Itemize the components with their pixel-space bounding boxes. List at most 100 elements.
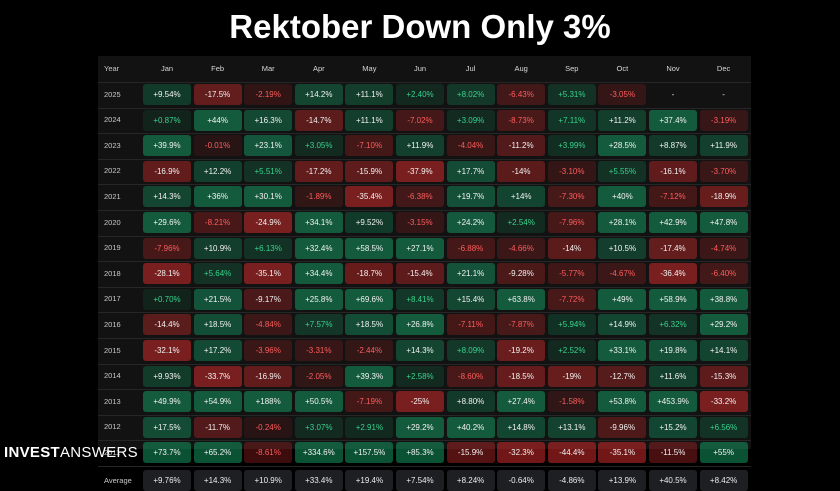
column-header-aug: Aug xyxy=(514,64,528,73)
cell-2025-mar: -2.19% xyxy=(244,84,293,105)
cell-2019-oct: +10.5% xyxy=(598,237,647,259)
cell-2023-jun: +11.9% xyxy=(396,135,444,157)
cell-2018-nov: -36.4% xyxy=(649,263,697,285)
cell-2021-jan: +14.3% xyxy=(143,186,191,208)
cell-2012-nov: +15.2% xyxy=(649,416,697,438)
cell-2024-jun: -7.02% xyxy=(396,109,444,131)
cell-2025-sep: +5.31% xyxy=(547,84,596,105)
cell-2011-mar: -8.61% xyxy=(244,442,293,464)
cell-2015-apr: -3.31% xyxy=(294,340,343,361)
cell-2016-jan: -14.4% xyxy=(143,314,191,336)
average-cell-mar: +10.9% xyxy=(244,470,293,491)
cell-2013-dec: -33.2% xyxy=(699,391,748,413)
cell-2015-dec: +14.1% xyxy=(699,340,748,361)
cell-2023-oct: +28.5% xyxy=(598,135,647,157)
cell-2015-jan: -32.1% xyxy=(143,340,191,361)
cell-2017-nov: +58.9% xyxy=(649,288,697,310)
average-cell-feb: +14.3% xyxy=(193,470,242,491)
cell-2018-may: -18.7% xyxy=(345,263,394,285)
row-divider xyxy=(98,312,751,314)
cell-2024-jan: +0.87% xyxy=(143,109,191,131)
year-label-2014: 2014 xyxy=(104,371,121,381)
cell-2022-jan: -16.9% xyxy=(143,160,191,182)
cell-2018-apr: +34.4% xyxy=(294,263,343,285)
average-cell-nov: +40.5% xyxy=(649,470,697,491)
average-cell-aug: -0.64% xyxy=(497,470,546,491)
average-cell-may: +19.4% xyxy=(345,470,394,491)
cell-2024-nov: +37.4% xyxy=(649,109,697,131)
cell-2020-dec: +47.8% xyxy=(699,212,748,233)
cell-2015-feb: +17.2% xyxy=(193,340,242,361)
cell-2022-aug: -14% xyxy=(497,160,546,182)
year-label-2018: 2018 xyxy=(104,268,121,278)
cell-2024-apr: -14.7% xyxy=(294,109,343,131)
average-cell-sep: -4.86% xyxy=(547,470,596,491)
cell-2014-dec: -15.3% xyxy=(699,365,748,387)
cell-2022-jun: -37.9% xyxy=(396,160,444,182)
cell-2017-oct: +49% xyxy=(598,288,647,310)
cell-2021-dec: -18.9% xyxy=(699,186,748,208)
cell-2014-oct: -12.7% xyxy=(598,365,647,387)
cell-2017-jul: +15.4% xyxy=(446,288,495,310)
cell-2022-apr: -17.2% xyxy=(294,160,343,182)
cell-2018-dec: -6.40% xyxy=(699,263,748,285)
cell-2013-may: -7.19% xyxy=(345,391,394,413)
row-divider xyxy=(98,338,751,339)
cell-2012-oct: -9.96% xyxy=(598,416,647,438)
cell-2011-may: +157.5% xyxy=(345,442,394,464)
cell-2019-jan: -7.96% xyxy=(143,237,191,259)
cell-2013-apr: +50.5% xyxy=(294,391,343,413)
column-header-nov: Nov xyxy=(666,64,680,73)
cell-2020-sep: -7.96% xyxy=(547,212,596,233)
cell-2019-aug: -4.66% xyxy=(497,237,546,259)
cell-2017-jun: +8.41% xyxy=(396,288,444,310)
cell-2020-nov: +42.9% xyxy=(649,212,697,233)
cell-2021-oct: +40% xyxy=(598,186,647,208)
cell-2019-apr: +32.4% xyxy=(294,237,343,259)
average-cell-jun: +7.54% xyxy=(396,470,444,491)
row-header-year: Year xyxy=(104,64,120,73)
cell-2019-mar: +6.13% xyxy=(244,237,293,259)
cell-2023-jan: +39.9% xyxy=(143,135,191,157)
cell-2016-oct: +14.9% xyxy=(598,314,647,336)
cell-2016-aug: -7.87% xyxy=(497,314,546,336)
cell-2018-sep: -5.77% xyxy=(547,263,596,285)
investanswers-logo: INVESTANSWERS xyxy=(4,443,138,463)
cell-2022-oct: +5.55% xyxy=(598,160,647,182)
cell-2021-apr: -1.89% xyxy=(294,186,343,208)
cell-2015-mar: -3.96% xyxy=(244,340,293,361)
cell-2011-aug: -32.3% xyxy=(497,442,546,464)
cell-2023-feb: -0.01% xyxy=(193,135,242,157)
cell-2012-dec: +6.56% xyxy=(699,416,748,438)
cell-2022-feb: +12.2% xyxy=(193,160,242,182)
cell-2022-jul: +17.7% xyxy=(446,160,495,182)
cell-2020-may: +9.52% xyxy=(345,212,394,233)
cell-2018-jul: +21.1% xyxy=(446,263,495,285)
row-divider xyxy=(98,440,751,442)
year-label-2013: 2013 xyxy=(104,396,121,406)
cell-2017-feb: +21.5% xyxy=(193,288,242,310)
cell-2024-oct: +11.2% xyxy=(598,109,647,131)
column-header-mar: Mar xyxy=(261,64,275,73)
cell-2024-feb: +44% xyxy=(193,109,242,131)
average-cell-oct: +13.9% xyxy=(598,470,647,491)
cell-2020-apr: +34.1% xyxy=(294,212,343,233)
year-label-2011: 2011 xyxy=(104,447,121,457)
cell-2023-mar: +23.1% xyxy=(244,135,293,157)
cell-2017-apr: +25.8% xyxy=(294,288,343,310)
cell-2011-jun: +85.3% xyxy=(396,442,444,464)
cell-2024-mar: +16.3% xyxy=(244,109,293,131)
cell-2018-jan: -28.1% xyxy=(143,263,191,285)
cell-2012-jun: +29.2% xyxy=(396,416,444,438)
cell-2023-nov: +8.87% xyxy=(649,135,697,157)
column-header-apr: Apr xyxy=(312,64,325,73)
cell-2020-aug: +2.54% xyxy=(497,212,546,233)
cell-2012-feb: -11.7% xyxy=(193,416,242,438)
cell-2019-may: +58.5% xyxy=(345,237,394,259)
logo-part-answers: ANSWERS xyxy=(59,444,138,461)
cell-2016-feb: +18.5% xyxy=(193,314,242,336)
cell-2014-may: +39.3% xyxy=(345,365,394,387)
cell-2012-jan: +17.5% xyxy=(143,416,191,438)
year-label-2025: 2025 xyxy=(104,89,121,99)
cell-2021-jul: +19.7% xyxy=(446,186,495,208)
